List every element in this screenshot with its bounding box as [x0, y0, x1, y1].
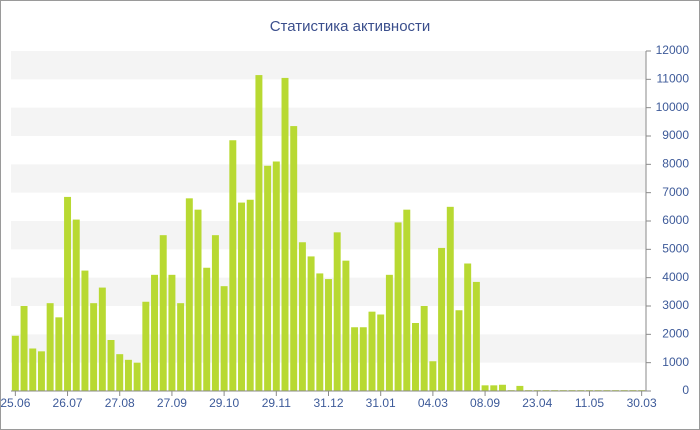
bar	[81, 270, 89, 391]
bar	[264, 165, 272, 391]
bar	[133, 362, 141, 391]
bar	[55, 317, 63, 391]
bar	[472, 281, 480, 391]
bar	[246, 199, 254, 391]
x-tick-label: 04.03	[418, 396, 448, 410]
bar	[37, 351, 45, 391]
x-tick-label: 27.08	[105, 396, 135, 410]
bar	[29, 348, 37, 391]
bar	[359, 327, 367, 391]
bar	[464, 263, 472, 391]
y-tick-label: 1000	[662, 355, 689, 369]
x-tick-label: 08.09	[470, 396, 500, 410]
bar	[64, 196, 72, 391]
bar	[229, 140, 237, 391]
bar	[298, 242, 306, 391]
bar	[420, 306, 428, 391]
bar	[98, 287, 106, 391]
x-tick-label: 25.06	[1, 396, 31, 410]
bar	[272, 161, 280, 391]
bar	[72, 219, 80, 391]
bar	[412, 323, 419, 391]
bar	[307, 256, 315, 391]
bar	[368, 311, 376, 391]
bar	[185, 198, 193, 391]
bar	[377, 314, 385, 391]
bar	[385, 274, 393, 391]
bar	[281, 77, 289, 392]
chart-title: Статистика активности	[270, 18, 431, 35]
x-tick-label: 26.07	[53, 396, 83, 410]
x-tick-label: 29.11	[262, 396, 291, 410]
bar	[455, 310, 463, 391]
bar	[124, 359, 132, 391]
bar	[211, 235, 219, 391]
bar	[255, 75, 263, 391]
y-tick-label: 5000	[662, 242, 689, 256]
bar	[90, 303, 98, 391]
bar	[394, 222, 402, 391]
y-tick-label: 4000	[662, 270, 689, 284]
y-tick-label: 6000	[662, 213, 689, 227]
x-tick-label: 31.01	[366, 396, 396, 410]
bar	[194, 209, 202, 391]
bar	[238, 202, 245, 391]
bar	[116, 354, 124, 391]
bar	[11, 335, 19, 391]
bar	[290, 126, 298, 391]
bar	[516, 385, 524, 391]
bar	[177, 303, 185, 391]
y-tick-label: 7000	[662, 185, 689, 199]
bar	[142, 301, 150, 391]
y-tick-label: 2000	[662, 327, 689, 341]
bar	[351, 327, 359, 391]
y-tick-label: 9000	[662, 128, 689, 142]
y-tick-label: 12000	[656, 43, 690, 57]
bar	[220, 286, 228, 391]
y-tick-label: 0	[682, 383, 689, 397]
y-tick-label: 10000	[656, 100, 690, 114]
bar	[159, 235, 167, 391]
x-tick-label: 29.10	[209, 396, 239, 410]
bar	[168, 274, 176, 391]
grid-band	[11, 221, 646, 250]
bar	[490, 385, 498, 391]
bar	[481, 385, 489, 391]
x-tick-label: 23.04	[522, 396, 552, 410]
x-tick-label: 27.09	[157, 396, 187, 410]
y-tick-label: 8000	[662, 157, 689, 171]
bar	[446, 206, 454, 391]
bar	[316, 273, 324, 391]
bar	[325, 279, 332, 391]
bar	[438, 247, 446, 391]
bar	[46, 303, 54, 391]
bar	[151, 274, 159, 391]
x-tick-label: 30.03	[627, 396, 657, 410]
grid-band	[11, 107, 646, 136]
x-tick-label: 31.12	[313, 396, 343, 410]
grid-band	[11, 164, 646, 193]
bar	[498, 384, 506, 391]
bar	[333, 232, 341, 391]
bar	[403, 209, 411, 391]
bar	[342, 260, 350, 391]
bar	[20, 306, 28, 391]
y-tick-label: 3000	[662, 298, 689, 312]
y-tick-label: 11000	[657, 72, 690, 86]
bar	[107, 340, 115, 391]
grid-band	[11, 51, 646, 80]
bar	[203, 267, 211, 391]
bar	[429, 361, 437, 391]
x-tick-label: 11.05	[575, 396, 604, 410]
